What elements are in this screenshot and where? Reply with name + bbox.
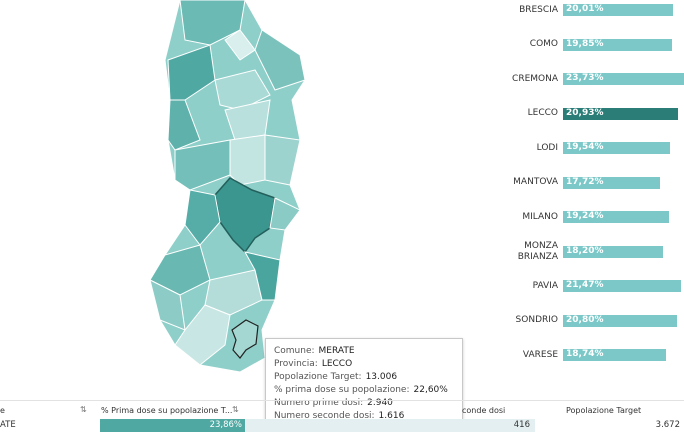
table-header: Popolazione Target: [566, 406, 642, 415]
tooltip-row: Comune: MERATE: [266, 345, 462, 358]
tooltip-label: % prima dose su popolazione:: [274, 385, 410, 395]
category-label: COMO: [529, 39, 558, 49]
value-label: 18,74%: [566, 349, 604, 359]
tooltip-value: 1.616: [378, 411, 405, 421]
bar: [563, 4, 674, 16]
category-label: CREMONA: [512, 73, 558, 84]
bar: [563, 245, 664, 258]
value-label: 20,93%: [566, 107, 604, 118]
value-label: 21,47%: [566, 280, 604, 290]
value-label: 19,54%: [566, 142, 604, 152]
bar: [563, 349, 667, 361]
sort-icon[interactable]: ⇅: [80, 405, 87, 414]
table-header: % Prima dose su popolazione T...: [101, 406, 233, 415]
value-label: 19,85%: [566, 38, 604, 49]
category-label: MILANO: [522, 211, 558, 222]
tooltip-label: Numero seconde dosi:: [274, 411, 375, 421]
bar: [563, 38, 673, 51]
value-label: 20,01%: [566, 4, 604, 14]
bar: [563, 176, 661, 189]
tooltip-value: 22,60%: [413, 385, 448, 395]
tooltip-value: 13.006: [365, 372, 398, 382]
tooltip-row: Numero seconde dosi: 1.616: [266, 410, 462, 423]
sort-icon[interactable]: ⇅: [232, 405, 239, 414]
tooltip-row: Numero prime dosi: 2.940: [266, 397, 462, 410]
tooltip-value: LECCO: [321, 359, 353, 369]
table-header: e: [0, 406, 5, 415]
table: e ⇅ % Prima dose su popolazione T... ⇅ c…: [0, 400, 684, 432]
tooltip-value: 2.940: [367, 398, 393, 408]
table-cell: ATE: [0, 420, 16, 430]
bar: [563, 107, 679, 120]
table-header: conde dosi: [462, 406, 506, 415]
category-label: SONDRIO: [515, 315, 558, 325]
table-bar: [100, 419, 245, 432]
bar: [563, 280, 682, 292]
bar: [563, 142, 671, 154]
value-label: 19,24%: [566, 211, 604, 221]
value-label: 18,20%: [566, 245, 604, 256]
tooltip-row: % prima dose su popolazione: 22,60%: [266, 384, 462, 397]
category-label: LODI: [536, 142, 558, 153]
table-cell: 23,86%: [209, 420, 242, 430]
tooltip-row: Provincia: LECCO: [266, 358, 462, 371]
bar: [563, 211, 669, 223]
tooltip-label: Provincia:: [274, 359, 318, 369]
tooltip: Comune: MERATE Provincia: LECCO Popolazione …: [265, 338, 463, 432]
table-cell: 416: [513, 420, 530, 430]
category-label: BRESCIA: [519, 4, 558, 15]
tooltip-value: MERATE: [318, 346, 355, 356]
bar: [563, 314, 678, 327]
tooltip-row: Popolazione Target: 13.006: [266, 371, 462, 384]
bar: [563, 73, 684, 85]
category-label: VARESE: [522, 349, 558, 360]
value-label: 20,80%: [566, 314, 604, 325]
value-label: 17,72%: [566, 176, 604, 187]
tooltip-label: Comune:: [274, 346, 315, 356]
tooltip-label: Popolazione Target:: [274, 372, 362, 382]
map: [149, 0, 306, 373]
category-label: LECCO: [527, 108, 558, 118]
table-bar-bg: [245, 419, 535, 432]
category-label: MANTOVA: [513, 177, 558, 187]
value-label: 23,73%: [566, 73, 604, 83]
category-label: MONZA BRIANZA: [517, 240, 558, 262]
table-cell: 3.672: [655, 420, 680, 430]
tooltip-label: Numero prime dosi:: [274, 398, 364, 408]
category-label: PAVIA: [532, 280, 558, 291]
